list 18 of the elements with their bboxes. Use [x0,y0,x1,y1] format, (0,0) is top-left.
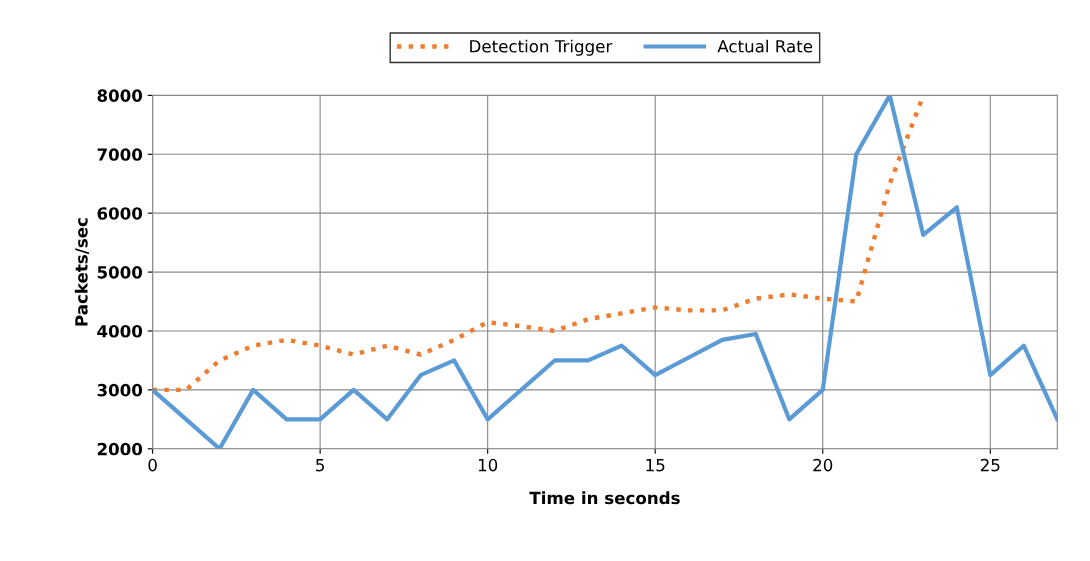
y-tick-label: 4000 [97,324,143,338]
line-series [152,95,1058,449]
legend-label: Detection Trigger [470,39,613,56]
x-tick-label: 15 [646,459,665,472]
y-tick-label: 7000 [97,148,143,161]
x-tick-label: 20 [813,458,833,472]
x-tick-label: 5 [316,459,324,472]
y-tick-label: 2000 [97,442,143,456]
x-tick-label: 10 [478,458,498,472]
x-tick-label: 0 [148,458,157,472]
x-axis-title: Time in seconds [529,491,680,505]
y-tick-label: 6000 [97,207,143,220]
y-tick-label: 8000 [97,89,143,102]
x-tick-label: 25 [980,458,1000,472]
y-axis-title: Packets/sec [74,218,90,326]
y-tick-label: 3000 [97,383,143,397]
legend-label: Actual Rate [717,39,813,53]
y-tick-label: 5000 [97,266,143,279]
